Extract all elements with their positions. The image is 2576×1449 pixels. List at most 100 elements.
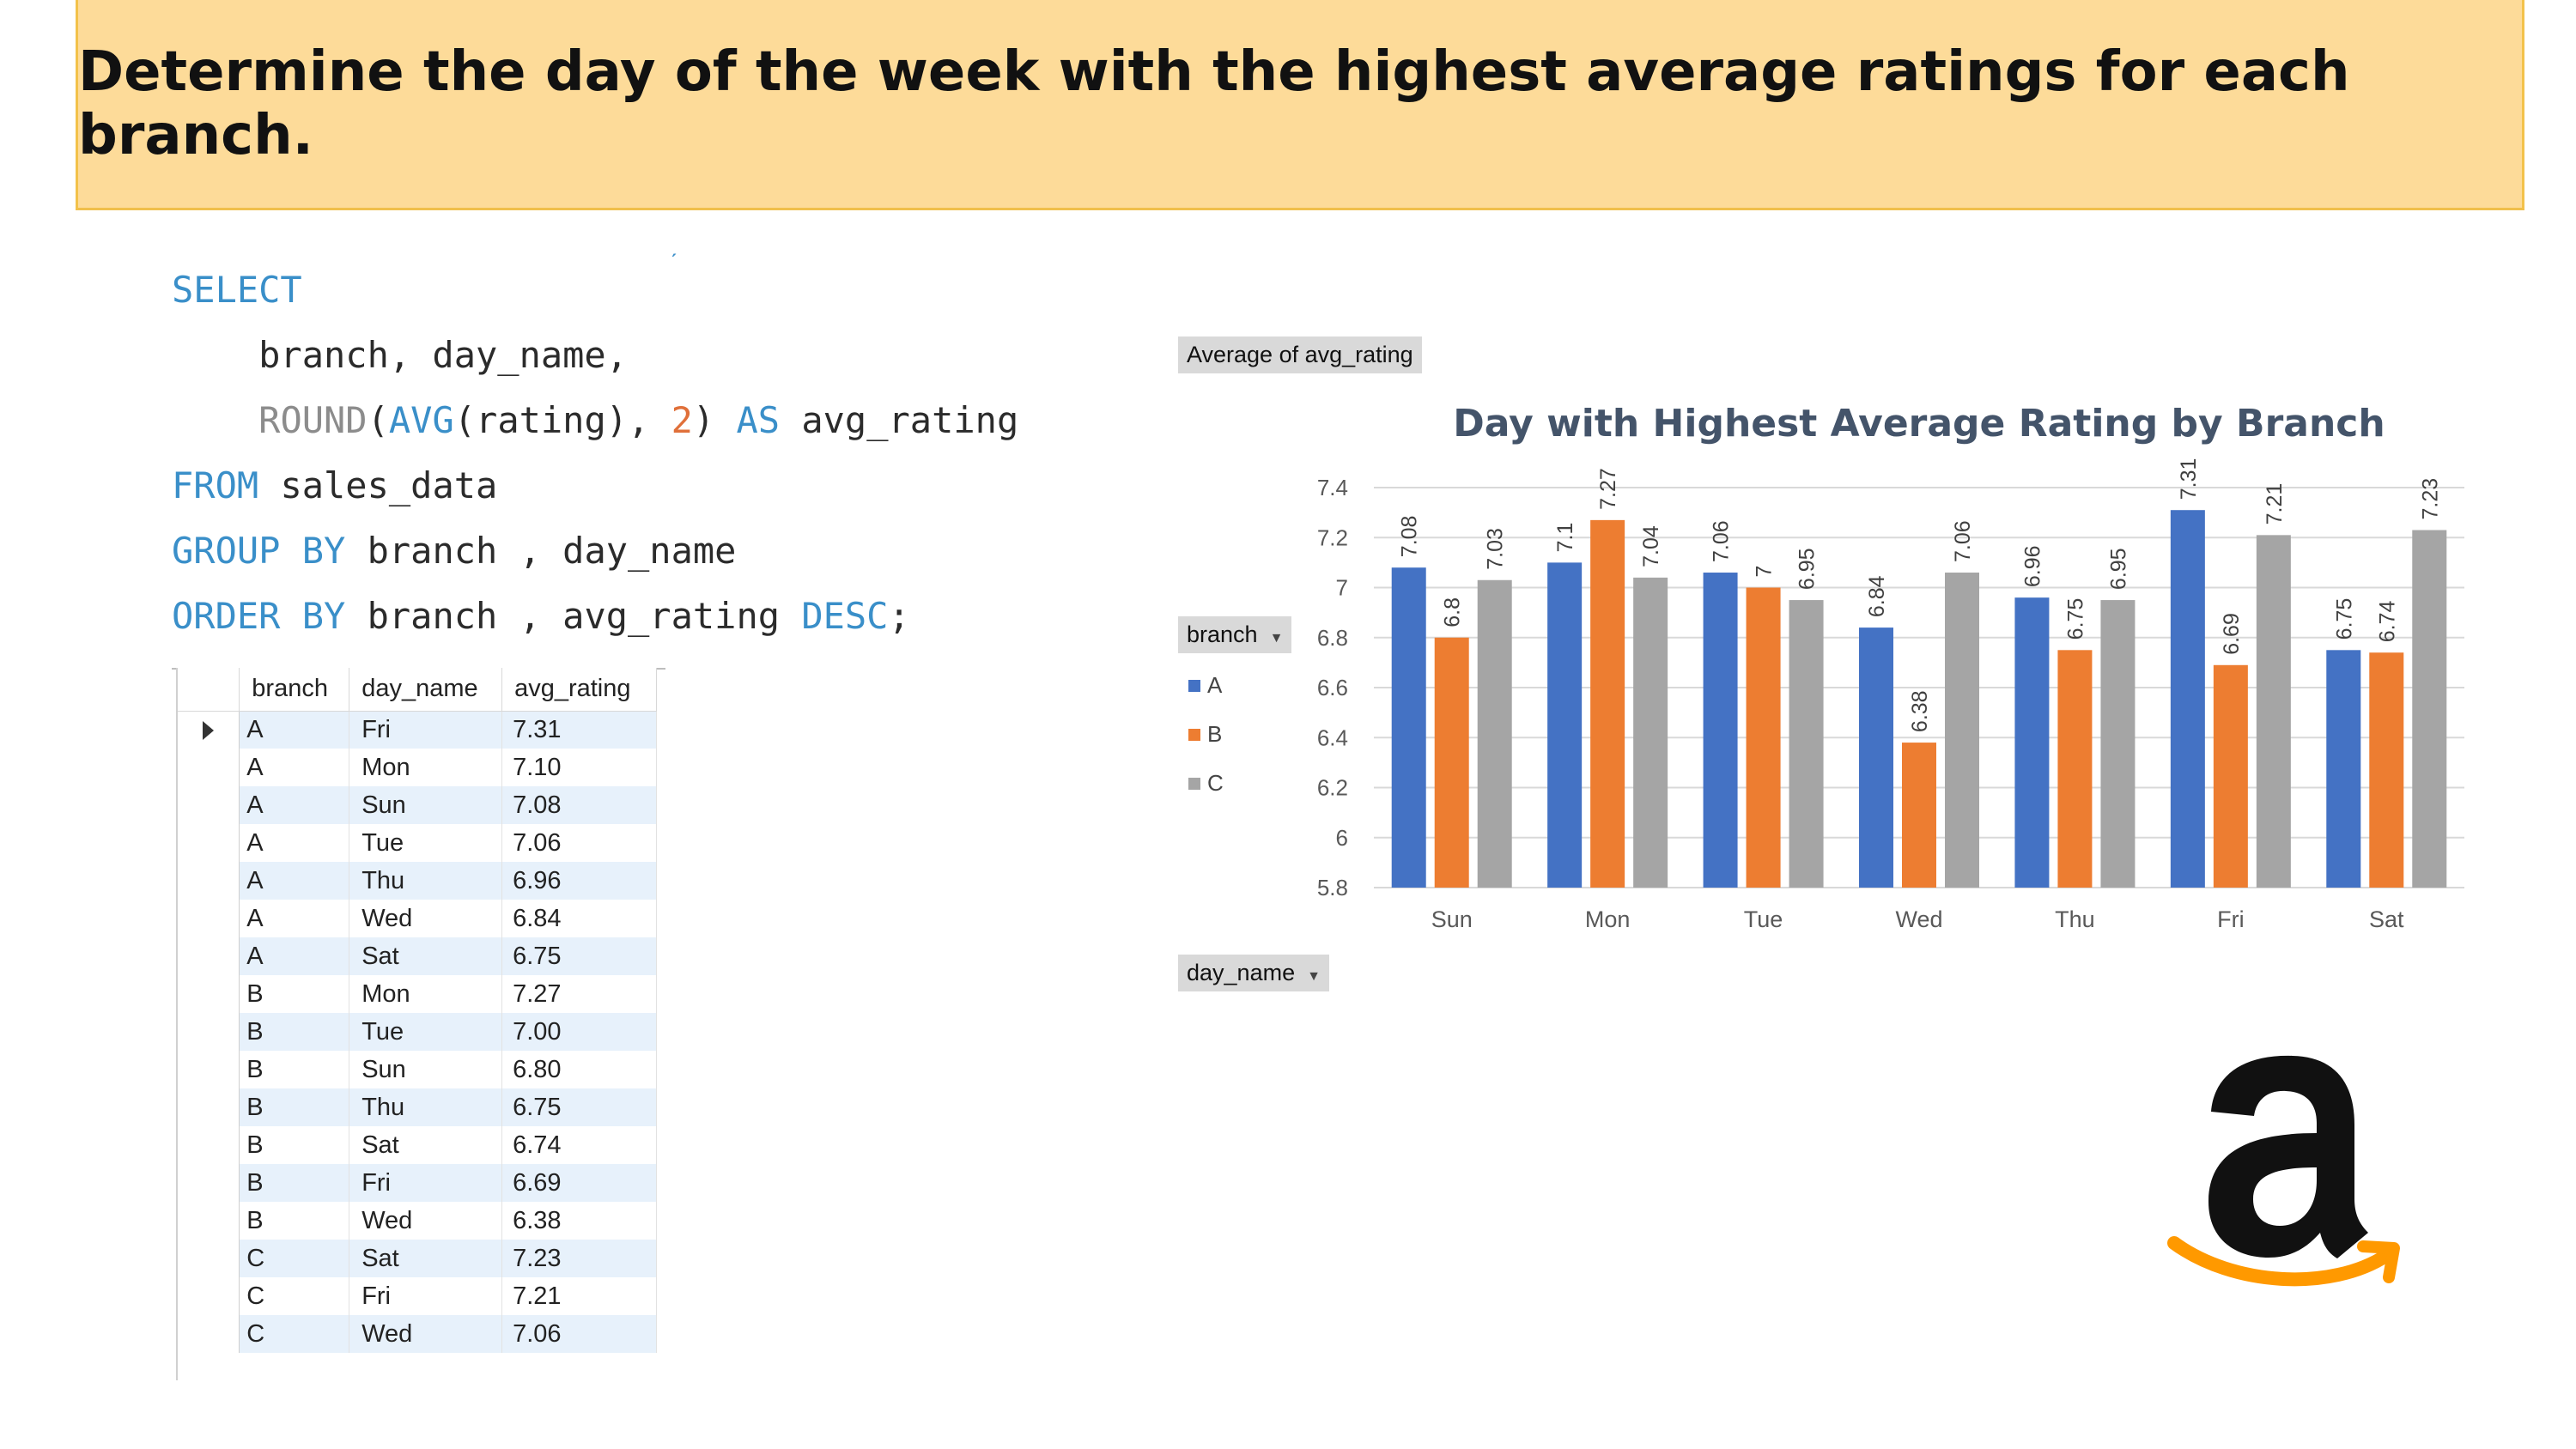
table-cell[interactable]: Sat	[349, 937, 503, 975]
value-field-button[interactable]: Average of avg_rating	[1178, 336, 1422, 373]
legend-field-button[interactable]: branch ▼	[1178, 616, 1292, 653]
table-cell[interactable]: 7.10	[501, 749, 657, 786]
table-cell[interactable]: Sun	[349, 786, 503, 824]
table-row[interactable]: A Sat 6.75	[178, 937, 657, 975]
table-row[interactable]: B Sun 6.80	[178, 1051, 657, 1088]
table-cell[interactable]: Fri	[349, 711, 503, 749]
table-cell[interactable]: 6.75	[501, 937, 657, 975]
table-row[interactable]: A Sun 7.08	[178, 786, 657, 824]
table-cell[interactable]: A	[239, 749, 350, 786]
table-cell[interactable]: 6.75	[501, 1088, 657, 1126]
table-row[interactable]: C Sat 7.23	[178, 1240, 657, 1277]
table-cell[interactable]: 7.08	[501, 786, 657, 824]
table-cell[interactable]: B	[239, 1051, 350, 1088]
table-cell[interactable]: 6.38	[501, 1202, 657, 1240]
table-cell[interactable]: A	[239, 786, 350, 824]
table-row[interactable]: A Mon 7.10	[178, 749, 657, 786]
table-row[interactable]: C Fri 7.21	[178, 1277, 657, 1315]
column-header-avg-rating[interactable]: avg_rating	[501, 668, 657, 712]
row-selector[interactable]	[178, 1126, 240, 1164]
table-cell[interactable]: Tue	[349, 824, 503, 862]
table-cell[interactable]: B	[239, 1126, 350, 1164]
row-selector[interactable]	[178, 1164, 240, 1202]
table-cell[interactable]: Sun	[349, 1051, 503, 1088]
table-cell[interactable]: Thu	[349, 1088, 503, 1126]
table-cell[interactable]: Fri	[349, 1164, 503, 1202]
table-row[interactable]: B Sat 6.74	[178, 1126, 657, 1164]
row-selector[interactable]	[178, 1202, 240, 1240]
row-selector[interactable]	[178, 786, 240, 824]
table-cell[interactable]: Mon	[349, 975, 503, 1013]
table-cell[interactable]: B	[239, 1202, 350, 1240]
table-cell[interactable]: B	[239, 1164, 350, 1202]
bar-a-mon	[1547, 562, 1583, 888]
column-header-day-name[interactable]: day_name	[349, 668, 503, 712]
row-selector[interactable]	[178, 1240, 240, 1277]
table-cell[interactable]: Fri	[349, 1277, 503, 1315]
table-row[interactable]: B Mon 7.27	[178, 975, 657, 1013]
table-row[interactable]: A Wed 6.84	[178, 900, 657, 937]
table-cell[interactable]: Wed	[349, 1202, 503, 1240]
table-cell[interactable]: 7.31	[501, 711, 657, 749]
table-cell[interactable]: 7.23	[501, 1240, 657, 1277]
table-cell[interactable]: B	[239, 1013, 350, 1051]
column-header-branch[interactable]: branch	[239, 668, 350, 712]
table-row[interactable]: B Tue 7.00	[178, 1013, 657, 1051]
table-cell[interactable]: C	[239, 1315, 350, 1353]
table-row[interactable]: B Fri 6.69	[178, 1164, 657, 1202]
table-cell[interactable]: 7.00	[501, 1013, 657, 1051]
table-cell[interactable]: C	[239, 1240, 350, 1277]
table-cell[interactable]: 7.06	[501, 1315, 657, 1353]
row-selector[interactable]	[178, 1277, 240, 1315]
table-row[interactable]: B Thu 6.75	[178, 1088, 657, 1126]
legend-item-c[interactable]: C	[1188, 759, 1224, 808]
legend-item-a[interactable]: A	[1188, 661, 1224, 710]
dropdown-arrow-icon[interactable]: ▼	[1307, 969, 1321, 984]
table-cell[interactable]: A	[239, 711, 350, 749]
axis-field-button[interactable]: day_name ▼	[1178, 955, 1329, 991]
table-cell[interactable]: Tue	[349, 1013, 503, 1051]
row-selector[interactable]	[178, 1013, 240, 1051]
legend-item-b[interactable]: B	[1188, 710, 1224, 759]
table-cell[interactable]: 6.96	[501, 862, 657, 900]
table-cell[interactable]: 6.69	[501, 1164, 657, 1202]
table-cell[interactable]: Sat	[349, 1240, 503, 1277]
table-cell[interactable]: Wed	[349, 900, 503, 937]
table-row[interactable]: A Tue 7.06	[178, 824, 657, 862]
dropdown-arrow-icon[interactable]: ▼	[1269, 631, 1284, 646]
table-cell[interactable]: 7.21	[501, 1277, 657, 1315]
row-selector[interactable]	[178, 824, 240, 862]
table-cell[interactable]: 7.06	[501, 824, 657, 862]
row-selector[interactable]	[178, 749, 240, 786]
sql-line: SELECT	[172, 258, 1082, 323]
table-cell[interactable]: B	[239, 1088, 350, 1126]
table-cell[interactable]: 6.80	[501, 1051, 657, 1088]
table-row[interactable]: C Wed 7.06	[178, 1315, 657, 1353]
row-selector[interactable]	[178, 900, 240, 937]
row-selector[interactable]	[178, 711, 240, 749]
table-cell[interactable]: A	[239, 824, 350, 862]
table-cell[interactable]: Sat	[349, 1126, 503, 1164]
table-cell[interactable]: Mon	[349, 749, 503, 786]
table-cell[interactable]: Wed	[349, 1315, 503, 1353]
table-cell[interactable]: A	[239, 900, 350, 937]
bar-chart[interactable]: Day with Highest Average Rating by Branc…	[1271, 378, 2490, 961]
table-cell[interactable]: C	[239, 1277, 350, 1315]
table-cell[interactable]: B	[239, 975, 350, 1013]
row-selector[interactable]	[178, 1088, 240, 1126]
table-cell[interactable]: 7.27	[501, 975, 657, 1013]
row-selector[interactable]	[178, 1315, 240, 1353]
table-cell[interactable]: 6.84	[501, 900, 657, 937]
table-cell[interactable]: Thu	[349, 862, 503, 900]
row-selector[interactable]	[178, 862, 240, 900]
table-row[interactable]: A Thu 6.96	[178, 862, 657, 900]
table-cell[interactable]: A	[239, 937, 350, 975]
row-selector[interactable]	[178, 975, 240, 1013]
table-cell[interactable]: 6.74	[501, 1126, 657, 1164]
table-row[interactable]: B Wed 6.38	[178, 1202, 657, 1240]
table-row[interactable]: A Fri 7.31	[178, 711, 657, 749]
result-grid[interactable]: branch day_name avg_rating A Fri 7.31 A Mon 7…	[176, 668, 657, 1380]
row-selector[interactable]	[178, 1051, 240, 1088]
table-cell[interactable]: A	[239, 862, 350, 900]
row-selector[interactable]	[178, 937, 240, 975]
